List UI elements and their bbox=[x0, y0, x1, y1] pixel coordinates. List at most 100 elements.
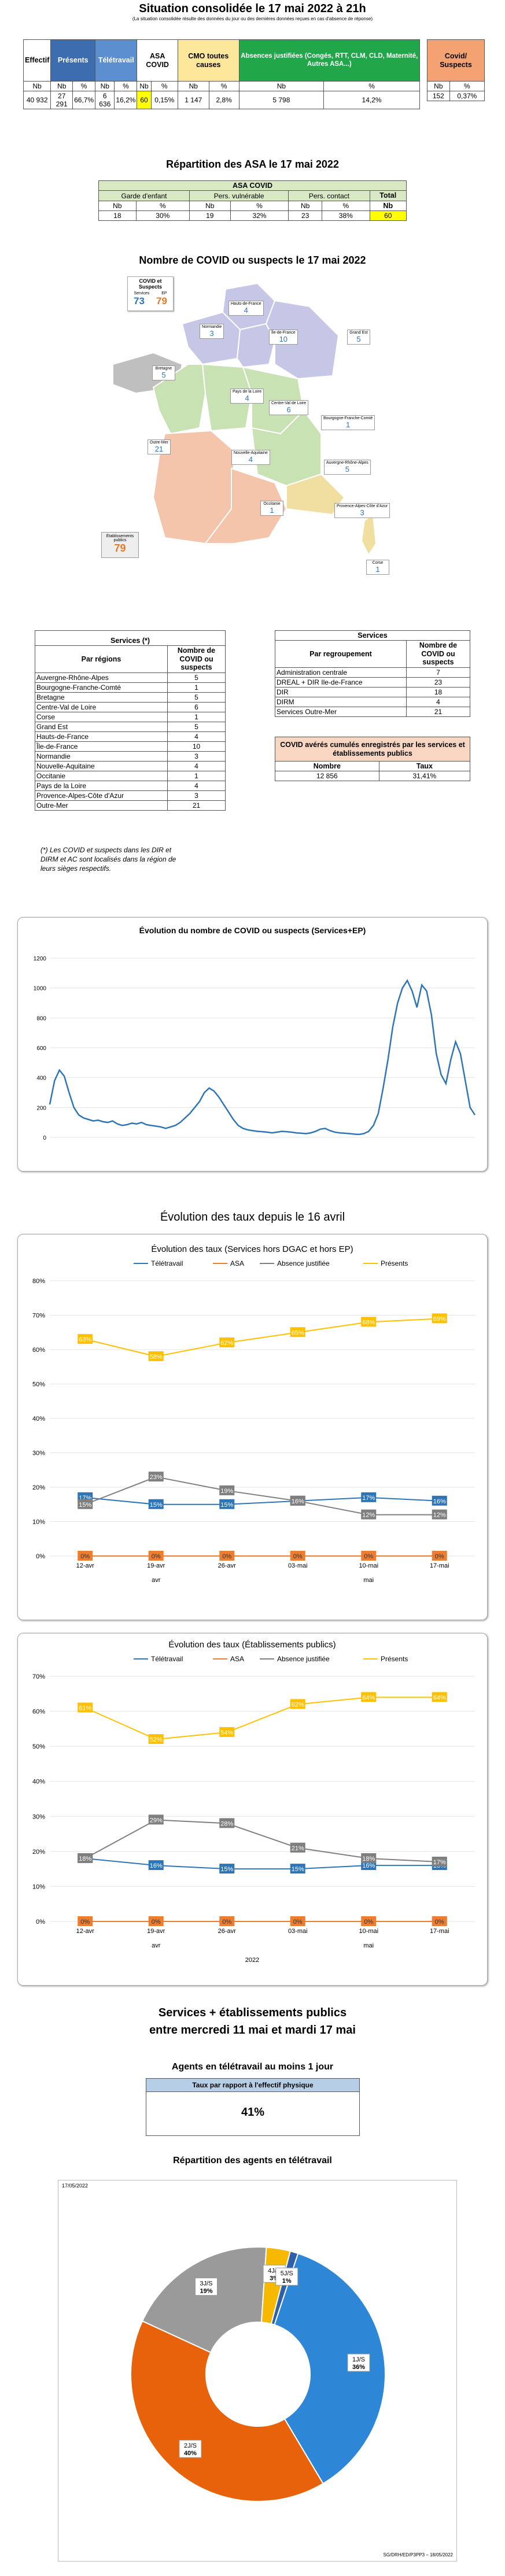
row-value: 1 bbox=[167, 770, 226, 781]
pie-label: 2J/S bbox=[184, 2442, 197, 2449]
services-regroup-table: Services Par regroupement Nombre de COVID… bbox=[275, 630, 470, 717]
series-line bbox=[85, 1857, 440, 1870]
asa-sub: Nb bbox=[369, 200, 407, 212]
sub-cell: % bbox=[208, 81, 239, 91]
france-map-svg bbox=[14, 282, 377, 557]
y-tick-label: 80% bbox=[32, 1278, 45, 1285]
row-value: 21 bbox=[406, 706, 470, 717]
header-teletravail: Télétravail bbox=[95, 39, 138, 82]
legend-ep-label: EP bbox=[161, 291, 167, 295]
pie-slice bbox=[130, 2320, 324, 2502]
row-value: 7 bbox=[406, 667, 470, 678]
series-line bbox=[49, 979, 476, 1136]
agents-title: Agents en télétravail au moins 1 jour bbox=[171, 2062, 334, 2072]
data-label-bg bbox=[148, 1351, 164, 1361]
data-label-bg bbox=[290, 1699, 305, 1709]
value-cell: 2,8% bbox=[208, 91, 239, 109]
header-covid: Covid/ Suspects bbox=[427, 39, 485, 82]
y-tick-label: 1000 bbox=[34, 986, 47, 992]
data-label: 0% bbox=[80, 1553, 90, 1560]
asa-sub: Nb bbox=[288, 200, 323, 212]
region-value: 4 bbox=[245, 394, 249, 402]
data-label-bg bbox=[361, 1551, 377, 1561]
table-row: Administration centrale 7 bbox=[275, 667, 470, 678]
region-shape-occitanie bbox=[204, 467, 287, 544]
pie-slice bbox=[274, 2252, 386, 2485]
pie-slice bbox=[141, 2246, 267, 2353]
data-label-bg bbox=[361, 1692, 377, 1702]
asa-col: Pers. vulnérable bbox=[189, 190, 289, 201]
data-label-bg bbox=[148, 1734, 164, 1745]
region-value: 4 bbox=[244, 306, 248, 315]
row-label: Provence-Alpes-Côte d'Azur bbox=[35, 790, 168, 801]
y-tick-label: 600 bbox=[36, 1045, 46, 1052]
region-name: Corse bbox=[372, 561, 384, 565]
row-label: DREAL + DIR Ile-de-France bbox=[275, 677, 407, 688]
data-label: 0% bbox=[80, 1919, 90, 1925]
row-label: Île-de-France bbox=[35, 741, 168, 752]
data-label: 0% bbox=[293, 1553, 303, 1560]
asa-col: Total bbox=[369, 190, 407, 201]
sub-cell: % bbox=[72, 81, 96, 91]
data-label: 0% bbox=[152, 1919, 161, 1925]
data-label: 28% bbox=[220, 1820, 233, 1827]
data-label: 15% bbox=[220, 1502, 233, 1509]
data-label-bg bbox=[290, 1551, 305, 1561]
pie-footer: SG/DRH/ED/P3PP3 – 18/05/2022 bbox=[383, 2552, 453, 2557]
row-label: Auvergne-Rhône-Alpes bbox=[35, 672, 168, 683]
pie-label: 5J/S bbox=[281, 2270, 293, 2277]
y-tick-label: 0% bbox=[36, 1919, 45, 1925]
asa-title: Répartition des ASA le 17 mai 2022 bbox=[166, 158, 339, 170]
chart-title: Évolution des taux (Services hors DGAC e… bbox=[151, 1244, 353, 1254]
y-tick-label: 10% bbox=[32, 1883, 45, 1890]
pie-chart: 1J/S36%2J/S40%3J/S19%4J/S3%5J/S1% bbox=[130, 2246, 386, 2502]
ep-box-value: 79 bbox=[114, 542, 126, 554]
table-row: Corse 1 bbox=[35, 711, 226, 722]
row-label: Bretagne bbox=[35, 692, 168, 703]
row-value: 1 bbox=[167, 682, 226, 693]
data-label-bg bbox=[432, 1313, 447, 1324]
x-tick-label: 03-mai bbox=[288, 1928, 308, 1935]
row-value: 21 bbox=[167, 800, 226, 811]
region-name: Bretagne bbox=[155, 367, 172, 371]
header-asa-covid: ASA COVID bbox=[137, 39, 178, 82]
evolution-card: Évolution du nombre de COVID ou suspects… bbox=[17, 917, 488, 1171]
region-value: 1 bbox=[345, 420, 351, 429]
data-label: 68% bbox=[362, 1319, 375, 1326]
y-tick-label: 30% bbox=[32, 1450, 45, 1457]
cumul-table: COVID avérés cumulés enregistrés par les… bbox=[275, 737, 471, 782]
row-label: Bourgogne-Franche-Comté bbox=[35, 682, 168, 693]
asa-value: 30% bbox=[135, 210, 190, 221]
table-row: DREAL + DIR Ile-de-France 23 bbox=[275, 677, 470, 688]
region-name: Nouvelle-Aquitaine bbox=[234, 451, 268, 455]
header-cmo: CMO toutes causes bbox=[177, 39, 239, 82]
sub-cell: Nb bbox=[23, 81, 51, 91]
pie-label-bg bbox=[179, 2440, 202, 2458]
pie-label: 1J/S bbox=[352, 2356, 365, 2363]
data-label: 16% bbox=[292, 1498, 304, 1505]
ep-box-label: Établissements publics bbox=[106, 534, 134, 542]
header-effectif: Effectif bbox=[23, 39, 51, 82]
region-shape-pdl bbox=[152, 364, 207, 435]
row-label: Grand Est bbox=[35, 721, 168, 732]
region-value: 4 bbox=[248, 455, 253, 464]
data-label: 23% bbox=[150, 1474, 163, 1481]
table-row: Bourgogne-Franche-Comté 1 bbox=[35, 682, 226, 693]
row-value: 4 bbox=[167, 780, 226, 791]
region-shape-ara bbox=[250, 409, 322, 487]
services-note: (*) Les COVID et suspects dans les DIR e… bbox=[40, 846, 176, 873]
asa-value: 60 bbox=[369, 210, 407, 221]
sub-cell: Nb bbox=[177, 81, 209, 91]
sub-cell: Nb bbox=[238, 81, 325, 91]
row-label: Administration centrale bbox=[275, 667, 407, 678]
chart-title: Évolution des taux (Établissements publi… bbox=[168, 1640, 336, 1650]
y-tick-label: 60% bbox=[32, 1709, 45, 1716]
data-label-bg bbox=[432, 1916, 447, 1926]
pie-value: 1% bbox=[282, 2278, 292, 2285]
y-tick-label: 200 bbox=[36, 1105, 46, 1111]
y-tick-label: 40% bbox=[32, 1415, 45, 1422]
series-line bbox=[85, 1318, 440, 1357]
region-name: Pays de la Loire bbox=[233, 390, 262, 394]
legend-label: Télétravail bbox=[151, 1655, 183, 1663]
data-label: 63% bbox=[79, 1336, 91, 1343]
